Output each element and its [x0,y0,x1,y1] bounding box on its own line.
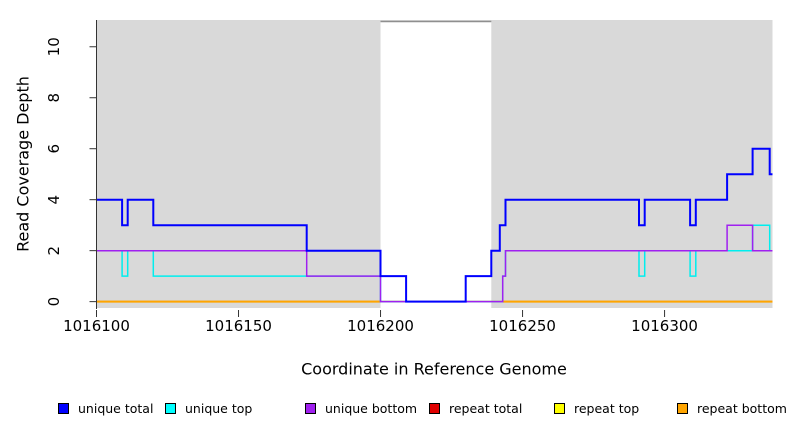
legend-label: repeat top [574,400,640,416]
y-tick-label: 10 [45,37,63,56]
legend-label: unique top [185,400,253,416]
series-line-unique-bottom [96,224,773,303]
legend: unique total unique top unique bottom re… [0,399,792,419]
legend-label: unique bottom [325,400,418,416]
unique-bottom-swatch-icon [305,402,316,414]
y-axis-title: Read Coverage Depth [13,76,33,252]
y-tick-label: 6 [45,144,63,154]
repeat-top-swatch-icon [554,402,565,414]
legend-item-unique-top: unique top [165,399,252,417]
coverage-gap-region [380,22,492,308]
unique-top-swatch-icon [165,402,176,414]
legend-item-unique-total: unique total [58,399,153,417]
legend-label: repeat bottom [697,400,787,416]
y-tick-label: 4 [45,195,63,205]
legend-item-repeat-total: repeat total [429,399,522,417]
x-tick-label: 1016100 [63,317,130,335]
x-tick-label: 1016250 [489,317,556,335]
x-tick-label: 1016150 [205,317,272,335]
y-tick-label: 2 [45,246,63,256]
x-tick-label: 1016200 [347,317,414,335]
x-axis-title: Coordinate in Reference Genome [301,359,567,379]
legend-item-repeat-top: repeat top [554,399,639,417]
unique-total-swatch-icon [58,402,69,414]
legend-label: unique total [78,400,154,416]
legend-label: repeat total [449,400,523,416]
legend-item-repeat-bottom: repeat bottom [677,399,787,417]
repeat-total-swatch-icon [429,402,440,414]
y-tick-label: 8 [45,93,63,103]
series-line-unique-total [96,147,773,303]
legend-item-unique-bottom: unique bottom [305,399,417,417]
y-tick-label: 0 [45,297,63,307]
x-tick-label: 1016300 [631,317,698,335]
repeat-bottom-swatch-icon [677,402,688,414]
